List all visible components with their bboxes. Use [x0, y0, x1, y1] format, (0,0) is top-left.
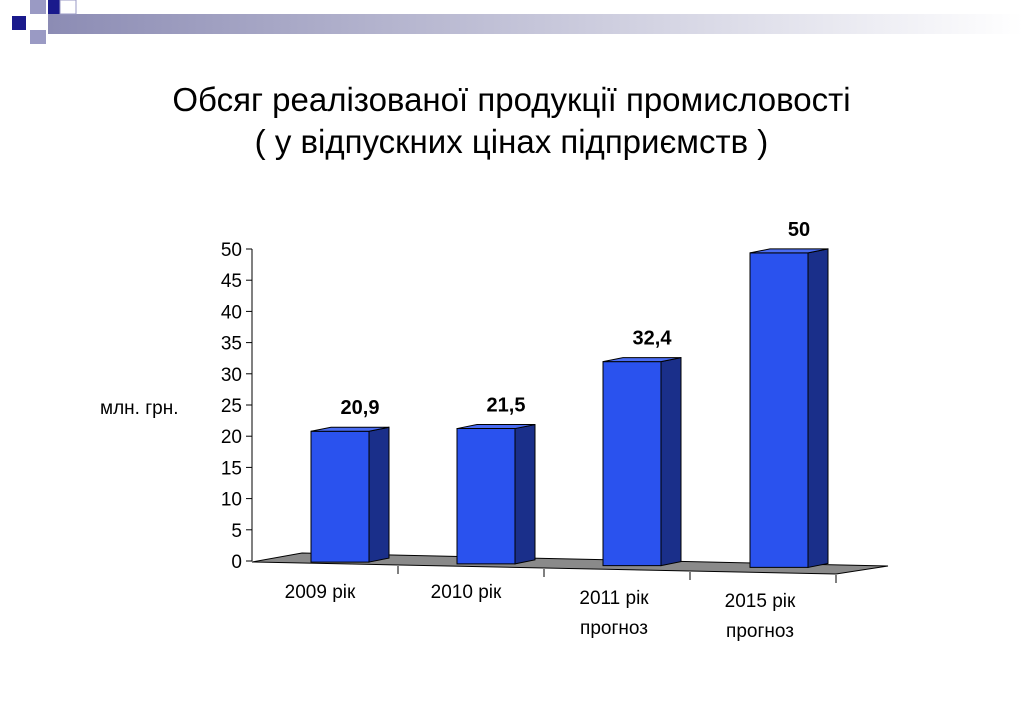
y-tick-label: 30 [221, 365, 242, 386]
header-square-dark-1 [12, 16, 26, 30]
category-label: 2009 рік [285, 582, 356, 603]
bar-top [749, 248, 829, 254]
header-gradient-bar [48, 14, 1023, 34]
bar-side [660, 356, 682, 567]
bar-side [514, 423, 536, 565]
bar-front [456, 428, 516, 565]
y-tick-label: 45 [221, 271, 242, 292]
y-tick-label: 50 [221, 240, 242, 261]
y-tick-label: 35 [221, 334, 242, 355]
data-label: 50 [788, 219, 810, 241]
y-axis-label: млн. грн. [100, 398, 178, 419]
header-square-outline [59, 0, 77, 15]
chart-floor [251, 552, 889, 575]
category-label: 2015 рік [725, 591, 796, 612]
category-label: 2010 рік [431, 582, 502, 603]
slide-title-line-2: ( у відпускних цінах підприємств ) [254, 123, 769, 160]
y-tick-label: 15 [221, 458, 242, 479]
header-square-light-2 [30, 30, 46, 44]
y-tick-label: 40 [221, 302, 242, 323]
data-label: 32,4 [633, 328, 673, 350]
data-label: 20,9 [341, 397, 380, 419]
y-tick-label: 25 [221, 396, 242, 417]
bar-top [602, 357, 682, 363]
bar-top [456, 424, 536, 430]
bar-front [310, 430, 370, 563]
bar-front [749, 252, 809, 568]
category-label: прогноз [726, 621, 794, 642]
bar-side [807, 248, 829, 569]
bar-front [602, 361, 662, 567]
bar-side [368, 426, 390, 563]
header-decoration [12, 0, 1023, 44]
y-tick-label: 10 [221, 490, 242, 511]
y-tick-label: 20 [221, 427, 242, 448]
header-square-light-1 [30, 0, 46, 14]
y-tick-label: 5 [231, 521, 242, 542]
slide-title-line-1: Обсяг реалізованої продукції промисловос… [172, 81, 851, 118]
data-label: 21,5 [487, 395, 526, 417]
category-label: 2011 рік [579, 588, 649, 609]
category-label: прогноз [580, 618, 648, 639]
y-tick-label: 0 [231, 552, 242, 573]
bar-top [310, 426, 390, 432]
